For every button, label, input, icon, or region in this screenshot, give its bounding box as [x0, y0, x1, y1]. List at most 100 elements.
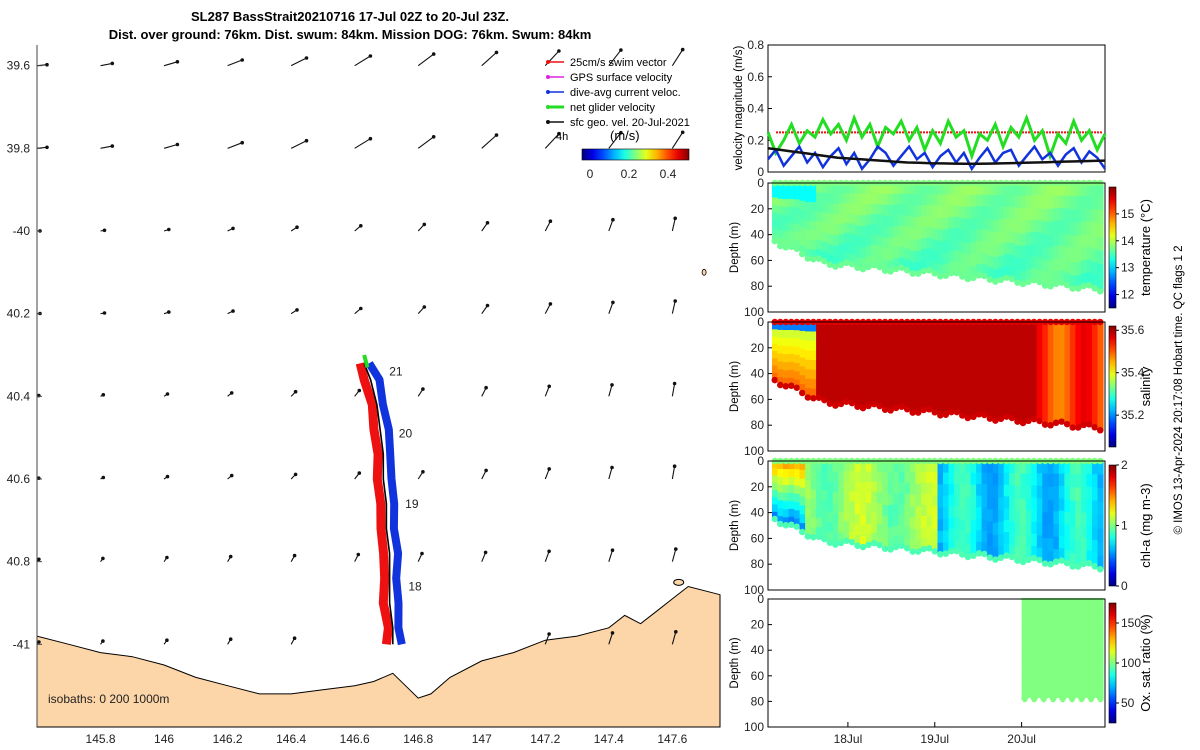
- geo-vector-head: [240, 140, 244, 145]
- chl-a-cell: [998, 497, 1005, 510]
- oxygen-cell: [1055, 672, 1058, 686]
- chl-a-ytick-label: 20: [751, 480, 765, 494]
- temperature-cell: [887, 260, 894, 272]
- temperature-cell: [805, 192, 812, 203]
- oxygen-cell: [1043, 675, 1046, 690]
- temperature-cell: [832, 203, 839, 215]
- oxygen-cbar-tick-label: 150: [1121, 616, 1141, 630]
- salinity-cell: [965, 406, 972, 419]
- temperature-profile-end: [1014, 279, 1021, 286]
- geo-vector: [100, 62, 113, 67]
- temperature-cell: [827, 193, 834, 204]
- temperature-cbar-tick-label: 15: [1121, 207, 1135, 221]
- salinity-cell: [805, 359, 812, 370]
- temperature-cell: [998, 183, 1005, 196]
- oxygen-cell: [1097, 674, 1100, 688]
- temperature-cell: [904, 204, 911, 217]
- temperature-cell: [827, 213, 834, 225]
- oxygen-cell: [1075, 647, 1078, 661]
- temperature-cell: [799, 209, 806, 220]
- chl-a-cell: [805, 489, 812, 500]
- oxygen-cell: [1044, 611, 1047, 625]
- salinity-profile-end: [865, 402, 872, 410]
- temperature-profile-end: [986, 276, 994, 283]
- chl-a-cell: [1097, 474, 1104, 489]
- salinity-cell: [1003, 369, 1010, 382]
- chl-a-profile-end: [948, 547, 955, 555]
- geo-vector-head: [110, 61, 115, 66]
- oxygen-cell: [1086, 635, 1089, 649]
- geo-vector-head: [548, 219, 553, 223]
- salinity-cell: [1036, 359, 1043, 373]
- chl-a-cell: [1047, 461, 1054, 475]
- oxygen-cell: [1078, 661, 1081, 675]
- oxygen-cell: [1050, 636, 1053, 650]
- geo-vector-head: [101, 475, 106, 480]
- oxygen-cell: [1023, 688, 1025, 702]
- chl-a-cell: [816, 461, 823, 472]
- geo-vector: [671, 49, 684, 66]
- oxygen-cell: [1071, 675, 1074, 690]
- oxygen-cell: [1023, 624, 1025, 638]
- temperature-profile-end: [843, 259, 850, 266]
- salinity-cell: [998, 394, 1005, 408]
- temperature-cell: [876, 246, 883, 258]
- temperature-cell: [772, 197, 779, 206]
- chl-a-cell: [970, 472, 977, 486]
- oxygen-cell: [1069, 686, 1072, 700]
- salinity-cell: [959, 357, 966, 370]
- geo-vector-head: [557, 49, 561, 53]
- chl-a-cell: [981, 507, 988, 520]
- chl-a-cell: [937, 484, 944, 497]
- salinity-cell: [970, 381, 977, 394]
- temperature-cell: [959, 241, 966, 254]
- chl-a-cell: [788, 461, 795, 470]
- oxygen-cell: [1097, 649, 1100, 663]
- geo-vector: [100, 145, 113, 149]
- oxygen-cell: [1082, 674, 1085, 688]
- oxygen-cell: [1054, 662, 1057, 676]
- salinity-cell: [871, 393, 878, 405]
- chl-a-cell: [1058, 498, 1065, 512]
- geo-vector-head: [673, 299, 677, 303]
- oxygen-profile-end: [1101, 698, 1104, 701]
- geo-vector-head: [494, 50, 499, 55]
- salinity-cell: [981, 322, 988, 335]
- chl-a-cell: [799, 469, 806, 480]
- oxygen-cell: [1098, 624, 1101, 638]
- chl-a-cell: [849, 501, 856, 513]
- chl-a-cell: [1031, 533, 1038, 547]
- chl-a-cell: [909, 517, 916, 530]
- oxygen-cell: [1073, 662, 1076, 676]
- temperature-cell: [810, 192, 817, 203]
- oxygen-cell: [1046, 673, 1048, 686]
- oxygen-cell: [1070, 688, 1073, 702]
- salinity-cell: [976, 368, 983, 381]
- temperature-cell: [1031, 243, 1038, 257]
- temperature-profile-end: [898, 264, 905, 271]
- chl-a-cell: [1047, 551, 1054, 565]
- oxygen-cell: [1067, 648, 1070, 661]
- chl-a-cell: [843, 510, 850, 522]
- chl-a-cell: [976, 484, 983, 497]
- legend-entry: sfc geo. vel. 20-Jul-2021: [570, 117, 690, 129]
- chl-a-cell: [992, 498, 999, 511]
- temperature-cell: [1014, 195, 1021, 209]
- oxygen-cell: [1054, 636, 1057, 650]
- salinity-profile-end: [997, 415, 1005, 423]
- salinity-cell: [921, 377, 928, 389]
- salinity-cell: [799, 348, 806, 359]
- temperature-cell: [1009, 207, 1016, 220]
- temperature-cell: [998, 195, 1005, 208]
- chl-a-cell: [827, 512, 834, 523]
- temperature-cell: [981, 241, 988, 254]
- chl-a-cell: [987, 545, 994, 559]
- geo-vector-head: [101, 556, 105, 561]
- salinity-cell: [1058, 384, 1065, 398]
- salinity-cell: [904, 354, 911, 367]
- salinity-cell: [992, 371, 999, 385]
- chl-a-cell: [882, 482, 889, 495]
- temperature-cell: [854, 225, 861, 237]
- oxygen-cell: [1052, 611, 1055, 626]
- salinity-profile-end: [975, 411, 983, 418]
